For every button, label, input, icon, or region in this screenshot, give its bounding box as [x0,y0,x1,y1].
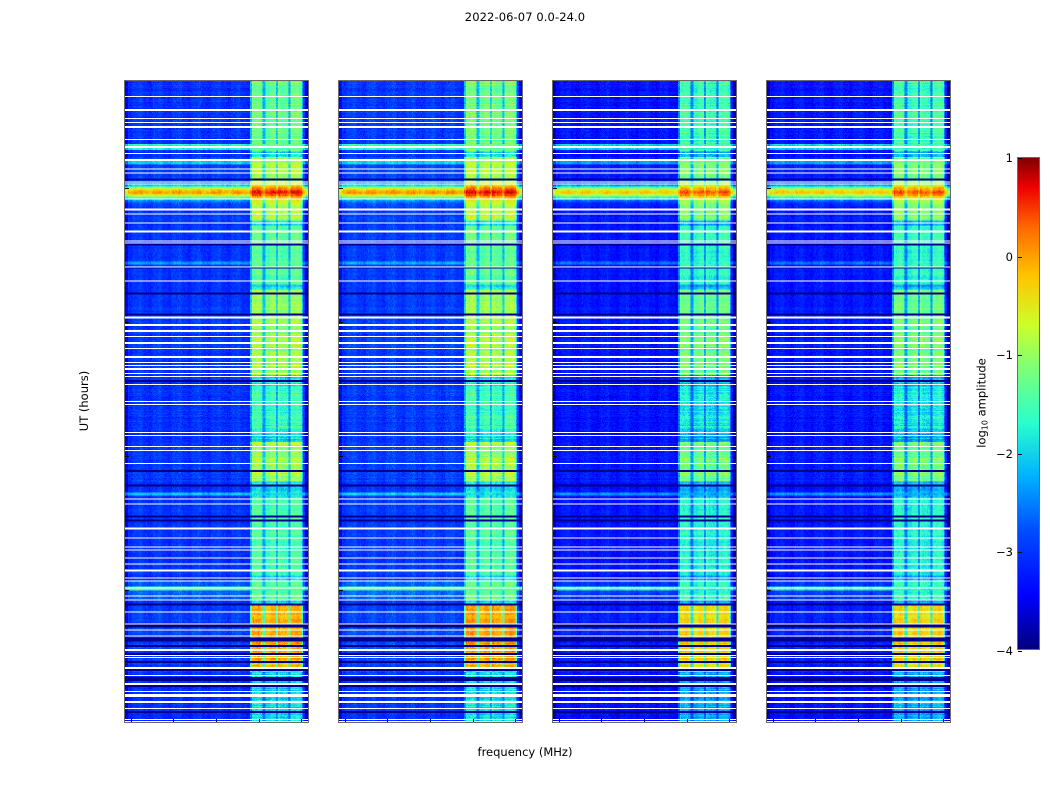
y-tick-mark [767,188,771,190]
x-tick-mark [900,718,902,722]
y-tick-mark [553,590,557,592]
x-tick-mark [258,718,260,722]
spectrogram-yy [339,81,522,722]
x-tick-mark [815,718,817,722]
x-axis-label: frequency (MHz) [477,745,573,759]
y-tick-mark [553,456,557,458]
y-tick-mark [339,188,343,190]
panel-yy[interactable]: YY, V1*V14=EA27*EA17 320335350365380 [338,80,523,723]
x-tick-mark [772,718,774,722]
y-tick-mark [125,456,129,458]
colorbar-tick-label: −1 [996,348,1013,363]
y-tick-mark [553,322,557,324]
y-tick-mark [339,322,343,324]
colorbar-label: log10 amplitude [974,358,990,448]
colorbar-tick-label: 0 [1005,249,1013,264]
x-tick-mark [216,718,218,722]
x-tick-mark [558,718,560,722]
x-tick-mark [943,718,945,722]
colorbar-tick-mark [1018,453,1022,455]
y-tick-mark [767,322,771,324]
colorbar-tick-label: −3 [996,545,1013,560]
y-tick-mark [125,590,129,592]
colorbar-tick-label: −2 [996,446,1013,461]
y-tick-mark [339,456,343,458]
y-tick-mark [339,590,343,592]
x-tick-mark [130,718,132,722]
y-tick-mark [767,456,771,458]
x-tick-mark [173,718,175,722]
x-tick-mark [686,718,688,722]
x-tick-mark [601,718,603,722]
spectrogram-xy [553,81,736,722]
colorbar-tick-mark [1018,256,1022,258]
colorbar-tick-label: 1 [1005,151,1013,165]
y-tick-mark [553,188,557,190]
spectrogram-yx [767,81,950,722]
x-tick-mark [644,718,646,722]
x-tick-mark [301,718,303,722]
colorbar-tick-mark [1018,355,1022,357]
x-tick-mark [472,718,474,722]
colorbar[interactable]: 1 0 −1 −2 −3 −4 [996,151,1040,658]
x-tick-mark [387,718,389,722]
x-tick-mark [729,718,731,722]
y-tick-mark [125,322,129,324]
x-tick-mark [344,718,346,722]
y-tick-mark [767,590,771,592]
y-tick-mark [125,188,129,190]
colorbar-tick-mark [1018,158,1022,159]
x-tick-mark [858,718,860,722]
panel-xx[interactable]: XX, V1*V14=EA27*EA17 3203353503653800510… [124,80,309,723]
colorbar-tick-mark [1018,552,1022,554]
figure-suptitle: 2022-06-07 0.0-24.0 [464,10,586,24]
colorbar-tick-mark [1018,651,1022,652]
spectrogram-xx [125,81,308,722]
y-axis-label: UT (hours) [77,370,91,432]
panel-xy[interactable]: XY, V1*V14=EA27*EA17 320335350365380 [552,80,737,723]
x-tick-mark [430,718,432,722]
panel-yx[interactable]: YX, V1*V14=EA27*EA17 320335350365380 [766,80,951,723]
colorbar-tick-label: −4 [996,644,1013,658]
x-tick-mark [515,718,517,722]
